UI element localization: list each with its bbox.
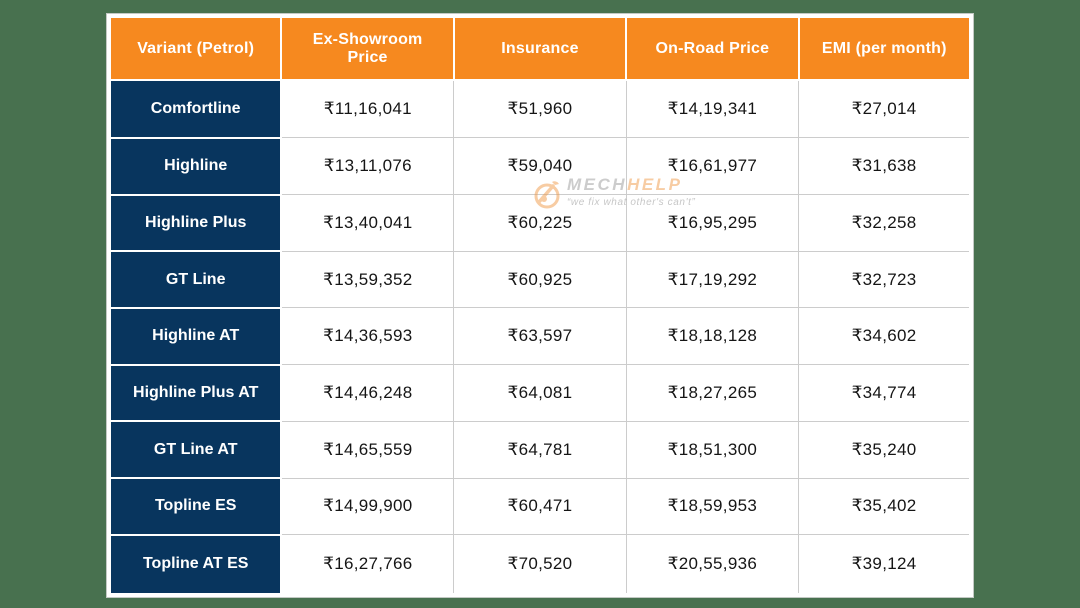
value-cell: ₹59,040	[453, 137, 627, 196]
table-body: Comfortline ₹11,16,041 ₹51,960 ₹14,19,341 ₹2…	[107, 79, 972, 597]
value-cell: ₹17,19,292	[625, 250, 800, 309]
value-cell: ₹39,124	[798, 534, 972, 596]
variant-cell: Highline Plus AT	[107, 363, 283, 423]
value-cell: ₹11,16,041	[280, 79, 455, 139]
table-row: Topline AT ES ₹16,27,766 ₹70,520 ₹20,55,936…	[107, 533, 972, 597]
table-row: Comfortline ₹11,16,041 ₹51,960 ₹14,19,341 ₹2…	[107, 79, 972, 139]
column-header-3: On-Road Price	[625, 15, 800, 81]
value-cell: ₹60,471	[453, 477, 627, 536]
price-table-container: Variant (Petrol) Ex-Showroom Price Insuran…	[106, 13, 974, 598]
value-cell: ₹13,40,041	[280, 194, 455, 252]
value-cell: ₹60,925	[453, 250, 627, 309]
value-cell: ₹34,774	[798, 364, 972, 422]
variant-cell: Highline Plus	[107, 193, 283, 253]
value-cell: ₹34,602	[798, 307, 972, 366]
variant-cell: Topline ES	[107, 477, 283, 536]
value-cell: ₹32,258	[798, 194, 972, 252]
value-cell: ₹20,55,936	[625, 534, 800, 596]
value-cell: ₹18,27,265	[625, 364, 800, 422]
variant-cell: Highline AT	[107, 306, 283, 366]
value-cell: ₹13,11,076	[280, 137, 455, 196]
value-cell: ₹18,51,300	[625, 420, 800, 479]
variant-cell: Comfortline	[107, 79, 283, 139]
column-header-4: EMI (per month)	[797, 15, 973, 81]
value-cell: ₹18,59,953	[625, 477, 800, 536]
value-cell: ₹60,225	[453, 194, 627, 252]
table-header: Variant (Petrol) Ex-Showroom Price Insuran…	[107, 15, 973, 81]
value-cell: ₹16,27,766	[280, 534, 455, 596]
table-row: Topline ES ₹14,99,900 ₹60,471 ₹18,59,953 ₹35…	[107, 477, 972, 536]
value-cell: ₹35,240	[798, 420, 972, 479]
header-row: Variant (Petrol) Ex-Showroom Price Insuran…	[107, 15, 973, 81]
value-cell: ₹18,18,128	[625, 307, 800, 366]
value-cell: ₹16,61,977	[625, 137, 800, 196]
table-row: Highline Plus AT ₹14,46,248 ₹64,081 ₹18,27,…	[107, 363, 972, 423]
value-cell: ₹70,520	[453, 534, 627, 596]
column-header-2: Insurance	[452, 15, 628, 81]
value-cell: ₹13,59,352	[280, 250, 455, 309]
value-cell: ₹27,014	[798, 79, 972, 139]
value-cell: ₹14,65,559	[280, 420, 455, 479]
table-row: GT Line AT ₹14,65,559 ₹64,781 ₹18,51,300 ₹35…	[107, 420, 972, 480]
column-header-1: Ex-Showroom Price	[280, 15, 455, 81]
value-cell: ₹32,723	[798, 250, 972, 309]
value-cell: ₹16,95,295	[625, 194, 800, 252]
variant-cell: Topline AT ES	[107, 533, 283, 597]
value-cell: ₹35,402	[798, 477, 972, 536]
variant-cell: GT Line	[107, 250, 283, 309]
value-cell: ₹14,99,900	[280, 477, 455, 536]
value-cell: ₹14,46,248	[280, 364, 455, 422]
variant-cell: Highline	[107, 136, 283, 196]
value-cell: ₹14,19,341	[625, 79, 800, 139]
price-table: Variant (Petrol) Ex-Showroom Price Insuran…	[107, 14, 973, 597]
value-cell: ₹63,597	[453, 307, 627, 366]
value-cell: ₹31,638	[798, 137, 972, 196]
variant-cell: GT Line AT	[107, 420, 283, 480]
value-cell: ₹64,781	[453, 420, 627, 479]
table-row: Highline ₹13,11,076 ₹59,040 ₹16,61,977 ₹31,6…	[107, 136, 972, 196]
table-row: Highline AT ₹14,36,593 ₹63,597 ₹18,18,128 ₹3…	[107, 306, 972, 366]
value-cell: ₹14,36,593	[280, 307, 455, 366]
column-header-0: Variant (Petrol)	[107, 15, 283, 81]
table-row: Highline Plus ₹13,40,041 ₹60,225 ₹16,95,295…	[107, 193, 972, 253]
value-cell: ₹51,960	[453, 79, 627, 139]
table-row: GT Line ₹13,59,352 ₹60,925 ₹17,19,292 ₹32,72…	[107, 250, 972, 309]
value-cell: ₹64,081	[453, 364, 627, 422]
